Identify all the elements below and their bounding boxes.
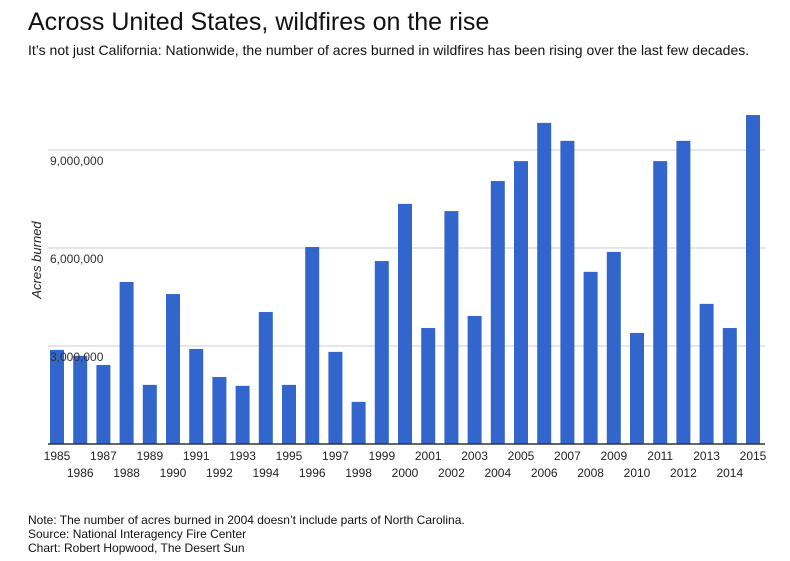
- bar-1989: [142, 384, 157, 444]
- x-tick-label: 1988: [113, 466, 140, 480]
- bar-1986: [73, 355, 88, 444]
- bar-1995: [282, 384, 296, 444]
- bar-1985: [50, 349, 64, 444]
- chart-subtitle: It’s not just California: Nationwide, th…: [28, 42, 750, 58]
- x-tick-label: 2006: [531, 466, 558, 480]
- x-tick-label: 1986: [67, 466, 94, 480]
- x-tick-label: 2013: [693, 449, 720, 463]
- bar-2007: [560, 140, 575, 444]
- bar-2015: [746, 115, 760, 445]
- x-tick-label: 2011: [647, 449, 673, 463]
- credit-text: Chart: Robert Hopwood, The Desert Sun: [28, 541, 245, 555]
- x-tick-label: 1990: [160, 466, 187, 480]
- x-tick-label: 1999: [368, 449, 395, 463]
- x-tick-label: 2000: [392, 466, 419, 480]
- note-text: Note: The number of acres burned in 2004…: [28, 513, 465, 527]
- y-tick-label: 9,000,000: [50, 154, 104, 168]
- x-tick-label: 1985: [44, 449, 71, 463]
- x-tick-label: 1993: [229, 449, 256, 463]
- x-tick-label: 1991: [183, 449, 210, 463]
- bar-2006: [537, 122, 552, 445]
- x-tick-label: 2001: [415, 449, 442, 463]
- x-tick-label: 1997: [322, 449, 349, 463]
- bar-2005: [514, 161, 528, 444]
- x-tick-label: 2002: [438, 466, 465, 480]
- x-tick-label: 1995: [276, 449, 303, 463]
- y-tick-label: 3,000,000: [50, 350, 104, 364]
- x-tick-label: 2003: [461, 449, 488, 463]
- x-tick-label: 1996: [299, 466, 326, 480]
- x-tick-label: 2004: [484, 466, 511, 480]
- bar-1997: [328, 351, 343, 444]
- bar-2012: [676, 140, 691, 444]
- bar-2001: [421, 328, 436, 444]
- x-tick-label: 2009: [600, 449, 627, 463]
- bar-1996: [305, 247, 320, 444]
- x-tick-label: 1987: [90, 449, 117, 463]
- bar-1998: [351, 401, 366, 444]
- x-tick-label: 2010: [624, 466, 651, 480]
- chart-title: Across United States, wildfires on the r…: [28, 8, 490, 36]
- bar-2014: [722, 328, 737, 444]
- x-tick-label: 2005: [508, 449, 535, 463]
- bar-1993: [235, 385, 250, 444]
- x-tick-label: 1989: [136, 449, 163, 463]
- bar-2002: [444, 211, 459, 444]
- y-tick-label: 6,000,000: [50, 252, 104, 266]
- x-tick-label: 1994: [252, 466, 279, 480]
- x-tick-label: 2015: [740, 449, 767, 463]
- bar-1999: [374, 261, 389, 444]
- bar-1988: [119, 281, 134, 444]
- x-tick-label: 1992: [206, 466, 233, 480]
- bar-2003: [467, 315, 482, 444]
- x-tick-label: 2008: [577, 466, 604, 480]
- x-tick-label: 2007: [554, 449, 581, 463]
- footnotes: Note: The number of acres burned in 2004…: [28, 513, 465, 555]
- bar-2000: [398, 203, 412, 444]
- bar-2011: [653, 161, 668, 444]
- bar-1987: [96, 364, 111, 444]
- bar-2010: [630, 332, 644, 444]
- bar-1992: [212, 377, 227, 444]
- bar-chart: 1985 1986 1987 1988 1989 1990 1991 1992 1993 1994…: [29, 115, 767, 480]
- x-tick-label: 2012: [670, 466, 697, 480]
- source-text: Source: National Interagency Fire Center: [28, 527, 247, 541]
- bar-1994: [258, 312, 273, 444]
- bar-1990: [166, 294, 180, 444]
- x-tick-label: 1998: [345, 466, 372, 480]
- x-tick-label: 2014: [716, 466, 743, 480]
- bar-2009: [606, 251, 621, 444]
- bar-1991: [189, 348, 204, 444]
- y-axis-title: Acres burned: [29, 221, 44, 300]
- bar-2004: [490, 181, 505, 445]
- bar-2008: [583, 271, 598, 444]
- bar-2013: [699, 303, 714, 444]
